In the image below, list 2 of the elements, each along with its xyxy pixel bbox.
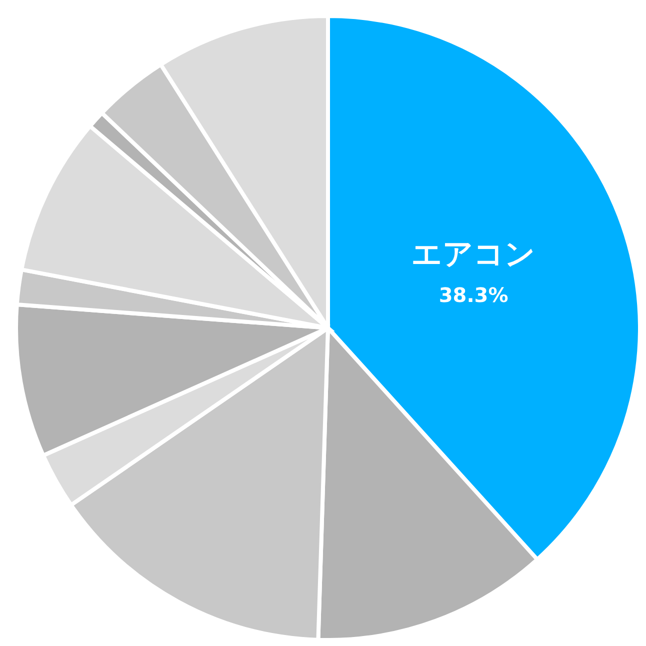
data-label: 38.3% — [438, 282, 508, 307]
slice-label: エアコン — [412, 236, 536, 272]
